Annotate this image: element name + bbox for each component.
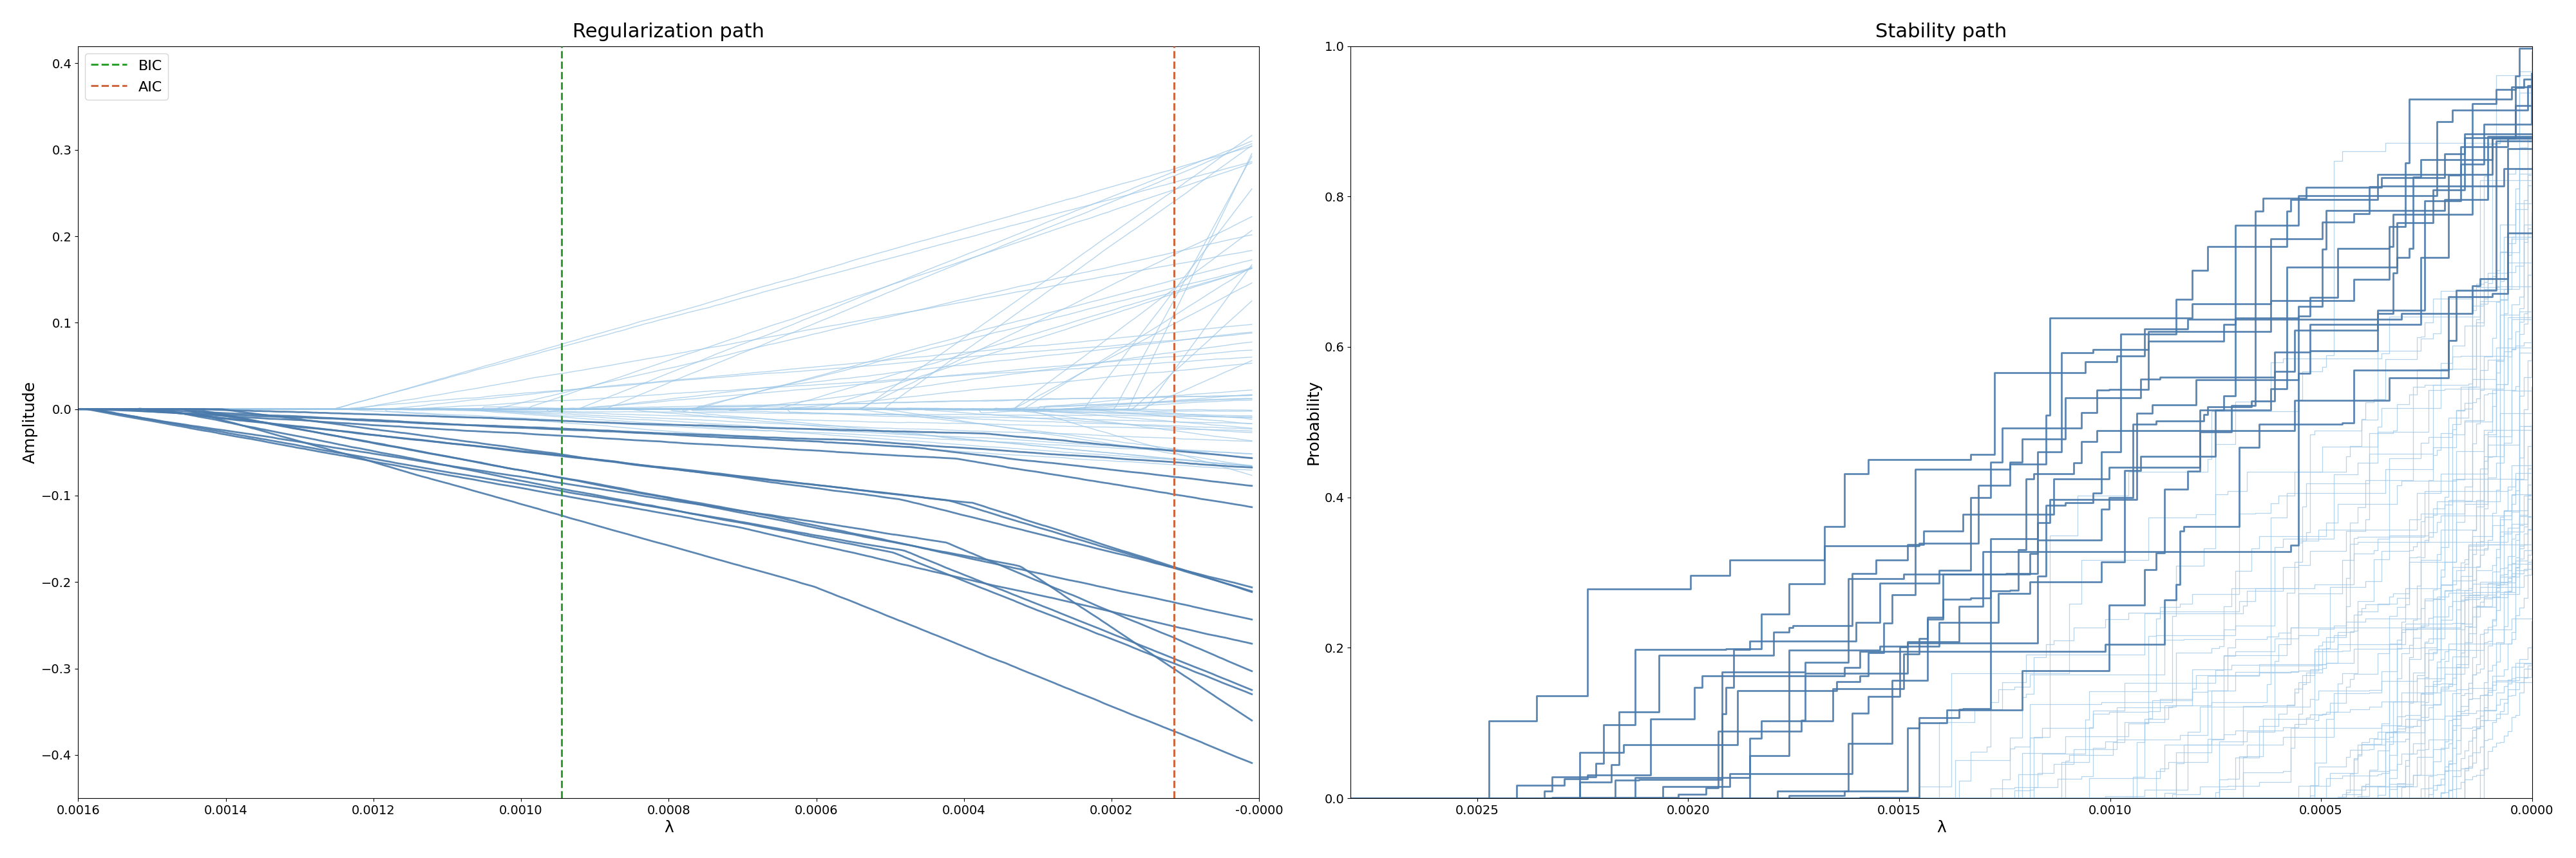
Legend: BIC, AIC: BIC, AIC [85, 53, 167, 100]
Title: Regularization path: Regularization path [572, 22, 765, 41]
Title: Stability path: Stability path [1875, 22, 2007, 41]
Y-axis label: Amplitude: Amplitude [23, 381, 39, 463]
X-axis label: λ: λ [1937, 820, 1945, 836]
X-axis label: λ: λ [665, 820, 672, 836]
Y-axis label: Probability: Probability [1306, 379, 1321, 465]
